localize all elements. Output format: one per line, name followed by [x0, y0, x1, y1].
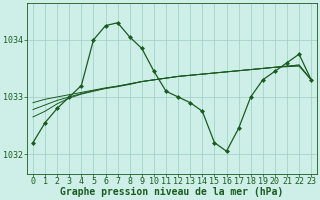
X-axis label: Graphe pression niveau de la mer (hPa): Graphe pression niveau de la mer (hPa) [60, 187, 284, 197]
